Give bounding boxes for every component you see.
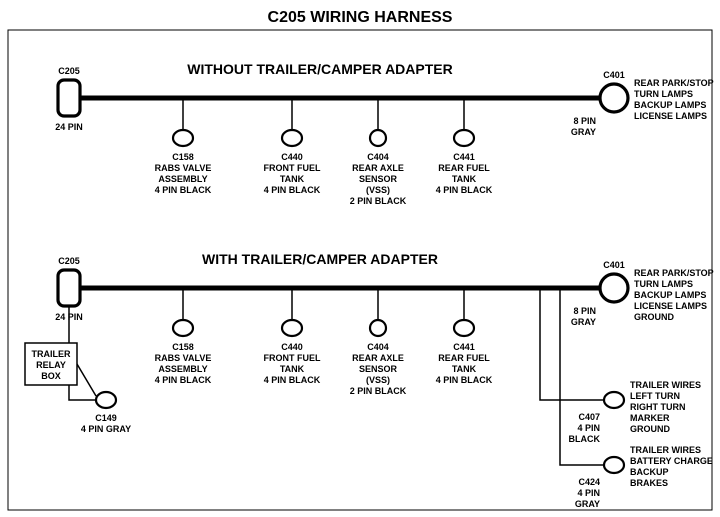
connector-c158: [173, 130, 193, 146]
svg-text:BACKUP LAMPS: BACKUP LAMPS: [634, 100, 706, 110]
connector-c441-desc: 4 PIN BLACK: [436, 185, 493, 195]
svg-text:REAR PARK/STOP: REAR PARK/STOP: [634, 268, 714, 278]
connector-c424-id: C424: [578, 477, 600, 487]
connector-c401-color: GRAY: [571, 127, 596, 137]
connector-c158-desc: ASSEMBLY: [158, 174, 207, 184]
connector-c424: [604, 457, 624, 473]
svg-text:TURN LAMPS: TURN LAMPS: [634, 279, 693, 289]
connector-c407-desc: LEFT TURN: [630, 391, 680, 401]
connector-c149: [96, 392, 116, 408]
svg-text:REAR PARK/STOP: REAR PARK/STOP: [634, 78, 714, 88]
diagram-subtitle: WITH TRAILER/CAMPER ADAPTER: [202, 251, 438, 267]
connector-c401-pins: 8 PIN: [573, 116, 596, 126]
connector-c401: [600, 84, 628, 112]
connector-c401-pins: 8 PIN: [573, 306, 596, 316]
connector-c158-desc: RABS VALVE: [155, 163, 212, 173]
connector-c404-desc: (VSS): [366, 185, 390, 195]
connector-c424-desc: BATTERY CHARGE: [630, 456, 713, 466]
connector-c441-id: C441: [453, 342, 475, 352]
connector-c407-pins: 4 PIN: [577, 423, 600, 433]
connector-c401-id: C401: [603, 70, 625, 80]
connector-c407-desc: MARKER: [630, 413, 670, 423]
connector-c424-desc: TRAILER WIRES: [630, 445, 701, 455]
connector-c407-color: BLACK: [569, 434, 601, 444]
connector-c440-id: C440: [281, 152, 303, 162]
connector-c440-desc: 4 PIN BLACK: [264, 185, 321, 195]
connector-c441-desc: REAR FUEL: [438, 163, 490, 173]
connector-c440-id: C440: [281, 342, 303, 352]
trailer-relay-box-label: RELAY: [36, 360, 66, 370]
svg-text:TURN LAMPS: TURN LAMPS: [634, 89, 693, 99]
connector-c401-desc: REAR PARK/STOPTURN LAMPSBACKUP LAMPSLICE…: [634, 268, 714, 322]
connector-c404-desc: 2 PIN BLACK: [350, 196, 407, 206]
svg-text:LICENSE LAMPS: LICENSE LAMPS: [634, 301, 707, 311]
connector-c404-desc: REAR AXLE: [352, 163, 404, 173]
connector-c205-id: C205: [58, 256, 80, 266]
connector-c440-desc: FRONT FUEL: [264, 163, 321, 173]
connector-c158-desc: RABS VALVE: [155, 353, 212, 363]
connector-c440: [282, 130, 302, 146]
connector-c440-desc: TANK: [280, 174, 305, 184]
trailer-relay-box-label: BOX: [41, 371, 61, 381]
connector-c441-desc: TANK: [452, 364, 477, 374]
connector-c205-id: C205: [58, 66, 80, 76]
connector-c441-desc: REAR FUEL: [438, 353, 490, 363]
branch-wire-c407: [540, 288, 604, 400]
svg-text:LICENSE LAMPS: LICENSE LAMPS: [634, 111, 707, 121]
connector-c158-id: C158: [172, 152, 194, 162]
connector-c158-id: C158: [172, 342, 194, 352]
connector-c440-desc: TANK: [280, 364, 305, 374]
connector-c158-desc: 4 PIN BLACK: [155, 375, 212, 385]
connector-c441-desc: TANK: [452, 174, 477, 184]
connector-c424-desc: BACKUP: [630, 467, 669, 477]
trailer-relay-box-label: TRAILER: [32, 349, 71, 359]
connector-c404-id: C404: [367, 152, 389, 162]
connector-c407-desc: RIGHT TURN: [630, 402, 686, 412]
connector-c424-desc: BRAKES: [630, 478, 668, 488]
connector-c407-desc: GROUND: [630, 424, 670, 434]
diagram-without-adapter: WITHOUT TRAILER/CAMPER ADAPTER C205 24 PIN…: [55, 61, 628, 206]
diagram-title: C205 WIRING HARNESS: [268, 9, 453, 26]
connector-c407-id: C407: [578, 412, 600, 422]
connector-c205-pins: 24 PIN: [55, 122, 83, 132]
connector-c158-desc: ASSEMBLY: [158, 364, 207, 374]
connector-c404: [370, 320, 386, 336]
diagram-subtitle: WITHOUT TRAILER/CAMPER ADAPTER: [187, 61, 452, 77]
connector-c404-desc: REAR AXLE: [352, 353, 404, 363]
connector-c401: [600, 274, 628, 302]
connector-c424-color: GRAY: [575, 499, 600, 509]
connector-c205: [58, 270, 80, 306]
svg-text:BACKUP LAMPS: BACKUP LAMPS: [634, 290, 706, 300]
connector-c441: [454, 320, 474, 336]
connector-c440-desc: FRONT FUEL: [264, 353, 321, 363]
connector-c205: [58, 80, 80, 116]
connector-c424-pins: 4 PIN: [577, 488, 600, 498]
connector-c404-desc: (VSS): [366, 375, 390, 385]
connector-c440-desc: 4 PIN BLACK: [264, 375, 321, 385]
connector-c441-desc: 4 PIN BLACK: [436, 375, 493, 385]
connector-c404-desc: 2 PIN BLACK: [350, 386, 407, 396]
connector-c401-id: C401: [603, 260, 625, 270]
diagram-with-adapter: WITH TRAILER/CAMPER ADAPTERC20524 PINC40…: [25, 251, 713, 509]
connector-c404-desc: SENSOR: [359, 364, 398, 374]
connector-c401-desc: REAR PARK/STOPTURN LAMPSBACKUP LAMPSLICE…: [634, 78, 714, 121]
connector-c158: [173, 320, 193, 336]
relay-to-c149-wire: [77, 364, 96, 396]
connector-c404: [370, 130, 386, 146]
connector-c149-pins: 4 PIN GRAY: [81, 424, 131, 434]
connector-c404-desc: SENSOR: [359, 174, 398, 184]
connector-c404-id: C404: [367, 342, 389, 352]
connector-c407-desc: TRAILER WIRES: [630, 380, 701, 390]
connector-c158-desc: 4 PIN BLACK: [155, 185, 212, 195]
connector-c149-id: C149: [95, 413, 117, 423]
connector-c407: [604, 392, 624, 408]
connector-c401-color: GRAY: [571, 317, 596, 327]
connector-c440: [282, 320, 302, 336]
connector-c441-id: C441: [453, 152, 475, 162]
svg-text:GROUND: GROUND: [634, 312, 674, 322]
connector-c441: [454, 130, 474, 146]
